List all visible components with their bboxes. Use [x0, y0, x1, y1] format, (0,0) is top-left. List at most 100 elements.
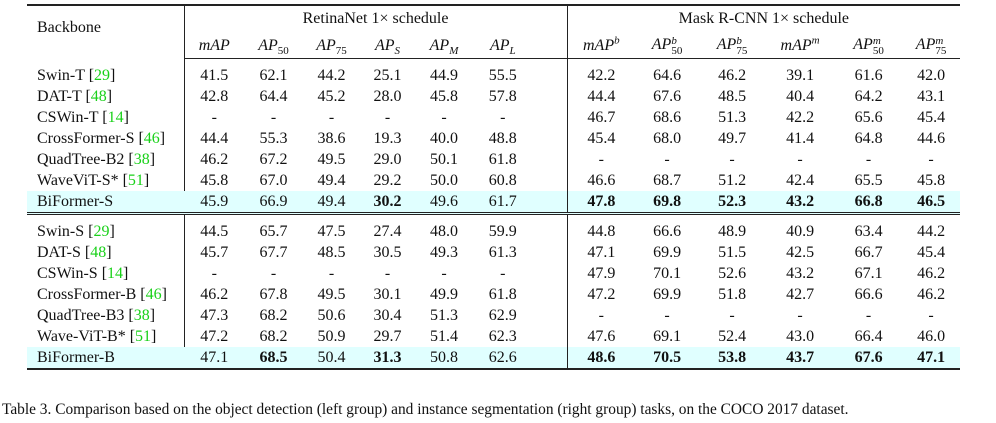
citation-link[interactable]: 38 — [133, 151, 150, 168]
backbone-cell: Swin-S [29] — [27, 212, 185, 242]
citation-link[interactable]: 46 — [145, 286, 162, 303]
value-cell: - — [415, 107, 473, 128]
value-cell: - — [360, 107, 415, 128]
value: 61.3 — [488, 244, 517, 261]
value-cell: 42.2 — [567, 59, 635, 87]
column-header-base: mAP — [583, 36, 615, 54]
value: - — [328, 109, 335, 126]
value-cell: 68.0 — [635, 128, 699, 149]
backbone-name: QuadTree-B2 — [37, 151, 125, 168]
value: 51.3 — [718, 109, 747, 126]
value: 50.0 — [430, 172, 458, 189]
value: 67.1 — [854, 265, 883, 282]
citation-link[interactable]: 14 — [107, 109, 124, 126]
column-header-sub: S — [394, 44, 401, 57]
backbone-cell: QuadTree-B3 [38] — [27, 305, 185, 326]
value-cell: 52.3 — [699, 191, 766, 214]
value-cell: 49.5 — [303, 284, 360, 305]
value-cell: 27.4 — [360, 212, 415, 242]
value: 47.3 — [200, 307, 229, 324]
value: 45.7 — [200, 244, 229, 261]
table-row: Swin-T [29] 41.5 62.1 44.2 25.1 44.9 55.5 42.2 6… — [27, 58, 960, 87]
value: 46.2 — [718, 67, 747, 84]
column-header-base: AP — [316, 36, 336, 54]
value: 48.5 — [718, 88, 747, 105]
value: 51.3 — [430, 307, 458, 324]
value: 68.6 — [653, 109, 682, 126]
backbone-cell: CrossFormer-B [46] — [27, 284, 185, 305]
backbone-name: WaveViT-S* — [37, 172, 119, 189]
value-cell: 69.8 — [635, 191, 700, 214]
value-cell: 64.4 — [244, 86, 303, 107]
column-header-sup: b — [614, 34, 620, 47]
value-cell: 70.5 — [635, 347, 700, 370]
citation-link[interactable]: 14 — [107, 265, 124, 282]
value-cell: 29.7 — [360, 326, 415, 347]
citation-link[interactable]: 51 — [127, 172, 144, 189]
value-cell: 45.4 — [902, 242, 960, 263]
backbone-header: Backbone — [27, 5, 185, 59]
value-cell: 48.5 — [699, 86, 765, 107]
value: 47.1 — [200, 349, 229, 366]
value-cell: 50.4 — [303, 347, 360, 370]
column-header: AP m 75 — [902, 32, 961, 59]
column-header-base: AP — [651, 36, 672, 54]
value: 43.0 — [786, 328, 815, 345]
value: 43.1 — [917, 88, 946, 105]
value: 39.1 — [786, 67, 815, 84]
citation-link[interactable]: 51 — [135, 328, 152, 345]
value: 49.9 — [430, 286, 458, 303]
value-cell: 52.4 — [699, 326, 765, 347]
value: 43.7 — [786, 349, 815, 366]
value-cell: - — [415, 263, 473, 284]
value-cell: 68.6 — [635, 107, 699, 128]
citation-link[interactable]: 29 — [93, 223, 110, 240]
value-cell: 46.2 — [699, 59, 765, 87]
value-cell: 30.5 — [360, 242, 415, 263]
table-row: BiFormer-B 47.1 68.5 50.4 31.3 50.8 62.6 48.6 70… — [27, 347, 961, 370]
value: 49.3 — [430, 244, 458, 261]
value: 44.5 — [200, 223, 229, 240]
value: 42.0 — [917, 67, 946, 84]
value: 53.8 — [718, 349, 747, 366]
value: - — [729, 151, 735, 168]
value: 66.9 — [259, 193, 288, 210]
value: 44.2 — [317, 67, 346, 84]
value-cell: - — [303, 107, 360, 128]
value-cell: 47.1 — [902, 347, 961, 370]
value: 69.1 — [653, 328, 682, 345]
citation-link[interactable]: 46 — [143, 130, 160, 147]
value: 67.7 — [259, 244, 288, 261]
citation-link[interactable]: 29 — [94, 66, 111, 84]
table-row: DAT-S [48] 45.7 67.7 48.5 30.5 49.3 61.3 47.1 69… — [27, 242, 960, 263]
column-header-sup: m — [872, 34, 881, 47]
value: 60.8 — [488, 172, 517, 189]
column-header: APL — [473, 32, 568, 59]
value: 48.5 — [317, 244, 346, 261]
citation-link[interactable]: 38 — [133, 307, 150, 324]
value: 61.8 — [488, 286, 517, 303]
value: 67.0 — [259, 172, 288, 189]
citation-link[interactable]: 48 — [90, 244, 107, 261]
value: 47.8 — [587, 193, 616, 210]
value-cell: 46.2 — [902, 263, 960, 284]
backbone-name: Wave-ViT-B* — [37, 328, 126, 345]
value-cell: 66.4 — [835, 326, 902, 347]
value: 46.0 — [917, 328, 946, 345]
value-cell: 38.6 — [303, 128, 360, 149]
value: 69.9 — [653, 286, 682, 303]
value: 49.4 — [317, 172, 346, 189]
value: 64.2 — [854, 88, 883, 105]
value: 44.8 — [587, 223, 616, 240]
column-header: mAPm — [765, 32, 836, 59]
value: - — [441, 265, 447, 282]
value: 30.2 — [373, 193, 402, 210]
value: 45.9 — [200, 193, 229, 210]
maskrcnn-group-header: Mask R-CNN 1× schedule — [678, 10, 849, 27]
column-header-sub: L — [509, 44, 516, 57]
value-cell: 68.2 — [244, 326, 303, 347]
value: - — [865, 307, 872, 324]
value-cell: 70.1 — [635, 263, 699, 284]
citation-link[interactable]: 48 — [90, 88, 107, 105]
value-cell: 62.1 — [244, 59, 303, 87]
